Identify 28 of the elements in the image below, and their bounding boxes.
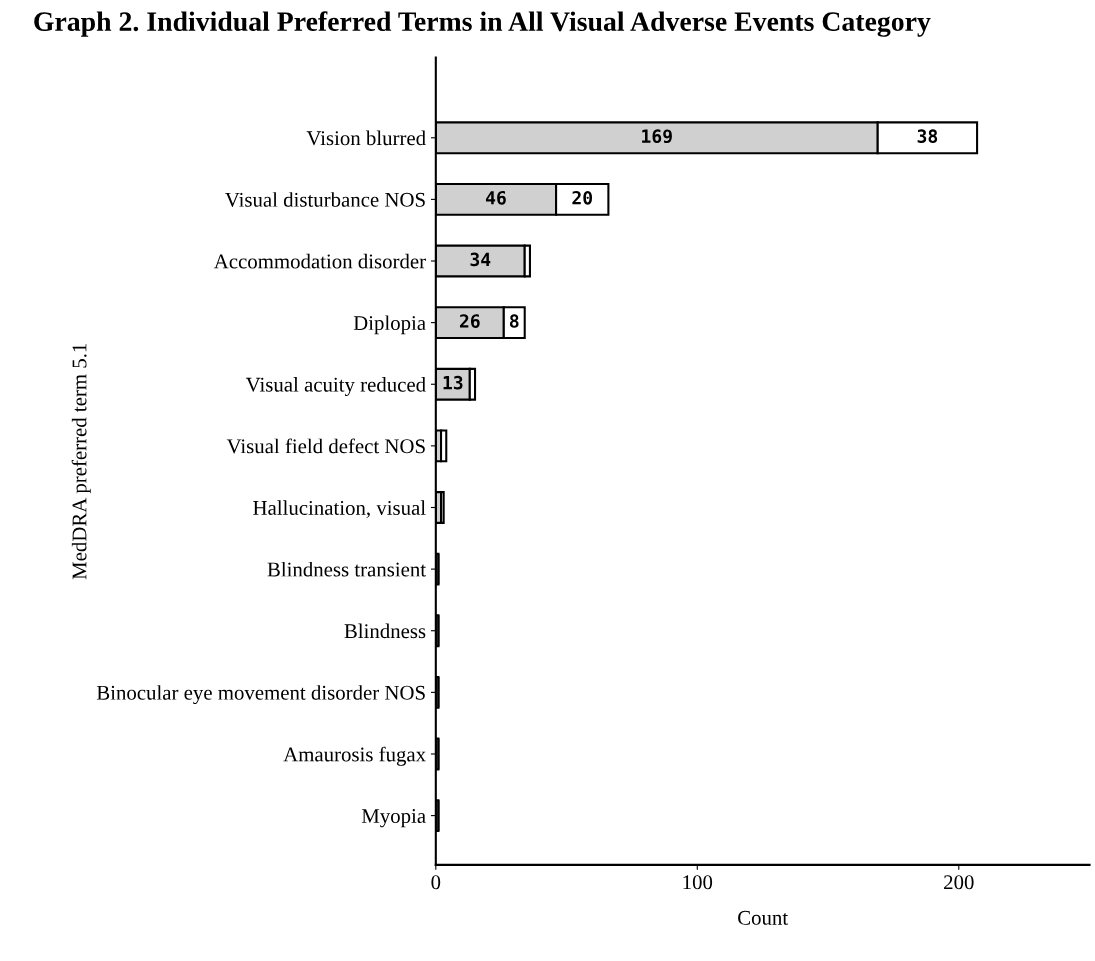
bar — [440, 491, 445, 524]
data-label: 13 — [443, 375, 463, 390]
data-label: 8 — [509, 314, 519, 328]
y-tick-label: Amaurosis fugax — [283, 746, 426, 766]
y-tick-label: Blindness — [344, 623, 426, 639]
data-label: 34 — [470, 252, 491, 267]
y-tick-label: Diplopia — [353, 315, 426, 335]
y-axis-title: MedDRA preferred term 5.1 — [71, 343, 91, 580]
chart-title: Graph 2. Individual Preferred Terms in All Visual Adverse Events Category — [34, 11, 931, 37]
x-axis-title: Count — [738, 910, 789, 925]
y-tick-label: Myopia — [361, 809, 426, 828]
y-tick-label: Visual field defect NOS — [226, 438, 425, 454]
y-tick-label: Accommodation disorder — [213, 253, 426, 269]
data-label: 38 — [917, 129, 938, 144]
y-tick-label: Visual disturbance NOS — [225, 192, 425, 207]
y-tick-label: Blindness transient — [267, 561, 426, 577]
y-tick-label: Visual acuity reduced — [245, 377, 426, 396]
data-label: 20 — [572, 190, 593, 205]
data-label: 169 — [642, 129, 672, 144]
y-tick-label: Binocular eye movement disorder NOS — [96, 685, 425, 705]
y-tick-label: Vision blurred — [306, 130, 426, 146]
bar — [440, 429, 448, 463]
x-tick-label: 0 — [431, 875, 441, 890]
x-tick-label: 200 — [944, 875, 974, 890]
data-label: 46 — [485, 190, 506, 205]
data-label: 26 — [459, 314, 480, 328]
x-tick-label: 100 — [683, 875, 713, 890]
y-tick-label: Hallucination, visual — [253, 500, 426, 518]
